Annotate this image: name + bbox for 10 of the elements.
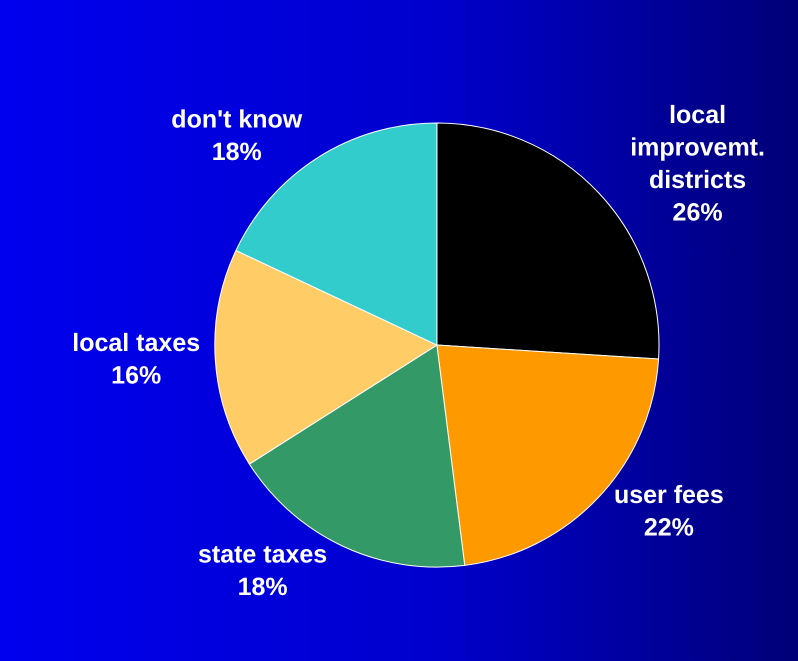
data-label: 18% [238,573,288,602]
data-label: 26% [672,198,723,226]
slice-label: user fees [614,481,724,509]
slice-label: state taxes [198,540,328,569]
slice-label: local improvemt. districts [630,100,765,194]
slice-label: don't know [171,106,303,134]
slice-label: local taxes [72,328,200,357]
data-label: 16% [111,361,162,390]
data-label: 22% [644,514,694,542]
data-label: 18% [212,138,262,166]
